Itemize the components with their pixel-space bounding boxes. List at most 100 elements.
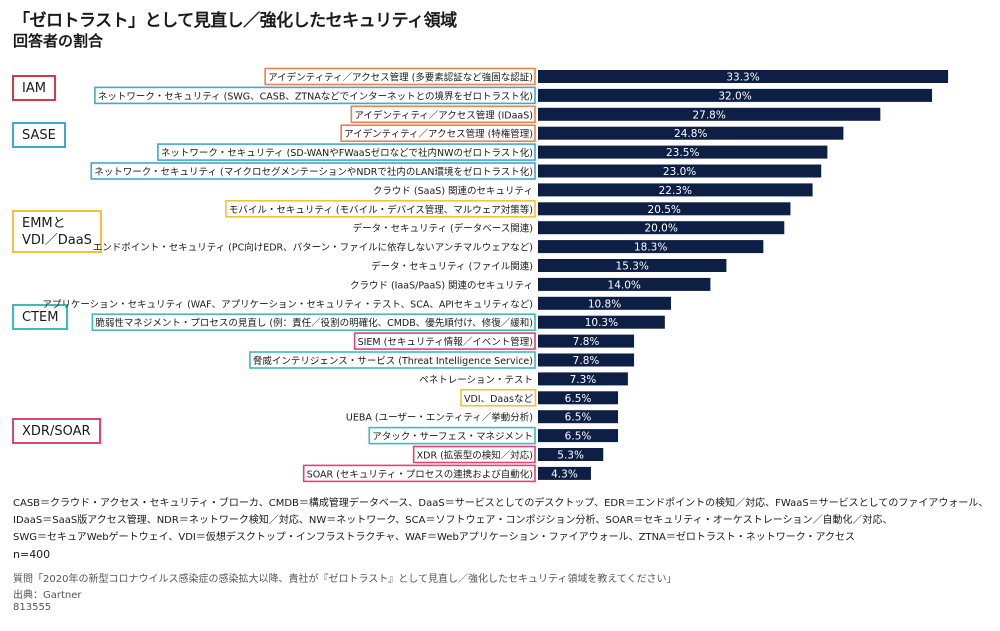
- category-highlight-20: [412, 445, 536, 464]
- legend-emm-vdi: EMMと VDI／DaaS: [12, 210, 102, 253]
- category-highlight-5: [90, 162, 536, 180]
- category-label-4: ネットワーク・セキュリティ (SD-WANやFWaaSゼロなどで社内NWのゼロト…: [161, 147, 533, 159]
- source-label: 出典：Gartner: [13, 590, 82, 601]
- value-label-10: 15.3%: [616, 261, 649, 273]
- category-label-21: SOAR (セキュリティ・プロセスの連携および自動化): [307, 468, 533, 480]
- value-label-3: 24.8%: [674, 128, 707, 140]
- legend-iam: IAM: [12, 75, 56, 101]
- bar-12: [538, 296, 671, 310]
- category-highlight-17: [460, 388, 537, 407]
- category-label-15: 脅威インテリジェンス・サービス (Threat Intelligence Ser…: [253, 355, 533, 367]
- category-label-16: ペネトレーション・テスト: [419, 375, 533, 386]
- category-label-2: アイデンティティ／アクセス管理 (IDaaS): [354, 109, 533, 121]
- footnote-line2: IDaaS＝SaaS版アクセス管理、NDR＝ネットワーク検知／対応、NW＝ネット…: [13, 515, 893, 526]
- value-label-14: 7.8%: [573, 336, 600, 348]
- value-label-5: 23.0%: [663, 166, 696, 178]
- legend-sase: SASE: [12, 122, 66, 148]
- value-label-1: 32.0%: [718, 90, 751, 102]
- bar-14: [538, 334, 635, 348]
- category-highlight-4: [157, 143, 536, 161]
- footnote-line3: SWG＝セキュアWebゲートウェイ、VDI＝仮想デスクトップ・インフラストラクチ…: [13, 532, 855, 543]
- value-label-20: 5.3%: [557, 450, 584, 462]
- bar-chart: 33.3% アイデンティティ／アクセス管理 (多要素認証など強固な認証) 32.0%…: [42, 67, 949, 483]
- bar-11: [538, 277, 711, 291]
- bar-20: [538, 448, 604, 461]
- category-highlight-15: [249, 351, 536, 369]
- category-label-9: エンドポイント・セキュリティ (PC向けEDR、パターン・ファイルに依存しないア…: [93, 242, 533, 254]
- bar-13: [538, 315, 665, 329]
- category-label-8: データ・セキュリティ (データベース関連): [353, 223, 533, 235]
- bar-4: [538, 145, 828, 159]
- bar-9: [538, 240, 764, 254]
- bar-7: [538, 202, 791, 216]
- value-label-2: 27.8%: [692, 109, 725, 121]
- category-label-14: SIEM (セキュリティ情報／イベント管理): [358, 336, 533, 348]
- chart-subtitle: 回答者の割合: [13, 32, 104, 50]
- category-label-20: XDR (拡張型の検知／対応): [417, 450, 533, 462]
- category-highlight-14: [353, 332, 536, 350]
- category-highlight-19: [368, 426, 536, 445]
- value-label-6: 22.3%: [659, 185, 692, 197]
- value-label-4: 23.5%: [666, 147, 699, 159]
- category-label-3: アイデンティティ／アクセス管理 (特権管理): [344, 128, 533, 140]
- bar-0: [538, 70, 949, 83]
- category-label-0: アイデンティティ／アクセス管理 (多要素認証など強固な認証): [268, 72, 533, 84]
- legend-ctem-label: CTEM: [22, 310, 59, 325]
- category-label-13: 脆弱性マネジメント・プロセスの見直し (例：責任／役割の明確化、CMDB、優先順…: [95, 317, 533, 329]
- category-label-7: モバイル・セキュリティ (モバイル・デバイス管理、マルウェア対策等): [229, 204, 533, 216]
- value-label-18: 6.5%: [565, 412, 592, 424]
- bar-2: [538, 107, 881, 121]
- value-label-19: 6.5%: [565, 431, 592, 443]
- bar-16: [538, 372, 628, 386]
- value-label-13: 10.3%: [585, 317, 618, 329]
- bar-15: [538, 353, 635, 367]
- category-label-5: ネットワーク・セキュリティ (マイクロセグメンテーションやNDRで社内のLAN環…: [94, 166, 533, 178]
- bar-3: [538, 126, 844, 140]
- value-label-9: 18.3%: [634, 242, 667, 254]
- bar-10: [538, 259, 727, 272]
- value-label-12: 10.8%: [588, 298, 621, 310]
- sample-size: n=400: [13, 548, 51, 561]
- value-label-21: 4.3%: [551, 468, 578, 480]
- category-highlight-7: [225, 200, 536, 218]
- bar-18: [538, 410, 619, 424]
- legend-emm-label-line1: EMMと: [22, 216, 66, 231]
- category-label-1: ネットワーク・セキュリティ (SWG、CASB、ZTNAなどでインターネットとの…: [98, 90, 533, 102]
- bar-19: [538, 429, 619, 443]
- category-highlight-3: [340, 124, 536, 142]
- bar-5: [538, 164, 822, 178]
- value-label-7: 20.5%: [648, 204, 681, 216]
- value-label-8: 20.0%: [644, 223, 677, 235]
- chart-title: 「ゼロトラスト」として見直し／強化したセキュリティ領域: [13, 11, 457, 31]
- category-label-18: UEBA (ユーザー・エンティティ／挙動分析): [346, 412, 533, 424]
- legend-xdr-label: XDR/SOAR: [22, 424, 91, 439]
- document-id: 813555: [13, 602, 52, 613]
- legend-sase-label: SASE: [22, 128, 56, 143]
- value-label-15: 7.8%: [573, 355, 600, 367]
- footnote-line1: CASB＝クラウド・アクセス・セキュリティ・ブローカ、CMDB＝構成管理データベ…: [13, 498, 989, 509]
- bar-6: [538, 183, 813, 197]
- category-highlight-13: [91, 313, 536, 332]
- category-highlight-21: [302, 464, 536, 483]
- category-label-6: クラウド (SaaS) 関連のセキュリティ: [373, 185, 533, 197]
- legend-emm-label-line2: VDI／DaaS: [22, 233, 92, 248]
- category-highlight-1: [94, 86, 536, 105]
- category-label-19: アタック・サーフェス・マネジメント: [372, 432, 533, 443]
- bar-8: [538, 221, 785, 235]
- bar-21: [538, 466, 591, 480]
- value-label-17: 6.5%: [565, 393, 592, 405]
- value-label-11: 14.0%: [608, 279, 641, 291]
- category-label-11: クラウド (IaaS/PaaS) 関連のセキュリティ: [350, 279, 533, 291]
- bar-1: [538, 88, 933, 102]
- category-label-10: データ・セキュリティ (ファイル関連): [371, 261, 533, 273]
- category-label-12: アプリケーション・セキュリティ (WAF、アプリケーション・セキュリティ・テスト…: [42, 299, 533, 310]
- category-highlight-2: [350, 105, 536, 124]
- value-label-0: 33.3%: [726, 72, 759, 84]
- legend-iam-label: IAM: [22, 81, 46, 96]
- category-label-17: VDI、Daasなど: [464, 394, 534, 405]
- legend-ctem: CTEM: [12, 304, 69, 330]
- survey-question: 質問「2020年の新型コロナウイルス感染症の感染拡大以降、貴社が『ゼロトラスト』…: [13, 574, 677, 585]
- legend-xdr-soar: XDR/SOAR: [12, 418, 101, 444]
- bar-17: [538, 391, 619, 405]
- value-label-16: 7.3%: [570, 374, 597, 386]
